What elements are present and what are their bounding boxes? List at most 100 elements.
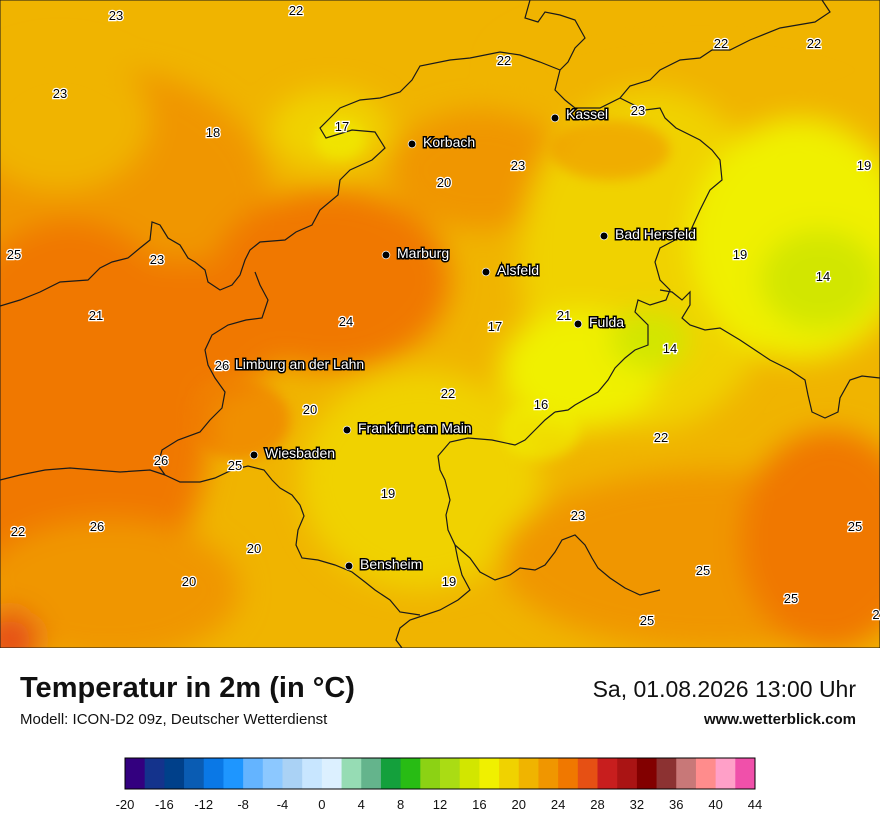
temp-label: 20 [437,175,451,190]
temp-label: 22 [441,386,455,401]
temp-label: 17 [335,119,349,134]
legend-swatch [125,758,146,789]
legend-swatch [695,758,717,789]
city-markers: Kassel Korbach Bad Hersfeld Marburg Alsf… [219,105,697,574]
temp-label: 26 [215,358,229,373]
legend-swatch [144,758,165,789]
legend-tick-label: -12 [194,797,213,812]
temp-label: 25 [784,591,798,606]
temp-label: 22 [497,53,511,68]
legend-swatch [636,758,657,789]
website-link[interactable]: www.wetterblick.com [704,711,856,728]
temp-label: 23 [511,158,525,173]
map-title: Temperatur in 2m (in °C) [20,672,355,704]
city-bad-hersfeld: Bad Hersfeld [599,225,697,244]
temperature-detail [190,120,670,460]
temperature-values: 23 22 23 22 22 22 18 17 23 23 19 20 25 2… [6,2,880,630]
temp-label: 21 [557,308,571,323]
state-borders [0,0,880,648]
city-alsfeld: Alsfeld [481,261,541,280]
temp-label: 23 [150,252,164,267]
legend-swatch [656,758,677,789]
city-label: Alsfeld [497,262,539,278]
legend-frame [124,757,756,790]
city-label: Frankfurt am Main [358,420,472,436]
legend-swatch [499,758,520,789]
temp-label: 22 [289,3,303,18]
legend-swatch [538,758,559,789]
temp-label: 22 [807,36,821,51]
legend-swatch [715,758,736,789]
temp-label: 26 [90,519,104,534]
legend-swatch [577,758,598,789]
temp-label: 23 [631,103,645,118]
legend-tick-label: 0 [318,797,325,812]
temp-label: 2 [872,607,879,622]
city-label: Wiesbaden [265,445,335,461]
temp-label: 20 [247,541,261,556]
legend-tick-label: 24 [551,797,565,812]
legend-swatch [597,758,618,789]
city-label: Kassel [566,106,608,122]
city-frankfurt: Frankfurt am Main [342,419,473,438]
legend-swatch [321,758,342,789]
legend-tick-label: 16 [472,797,486,812]
model-info: Modell: ICON-D2 09z, Deutscher Wetterdie… [20,711,328,728]
temperature-map: Kassel Korbach Bad Hersfeld Marburg Alsf… [0,0,880,648]
temp-label: 16 [534,397,548,412]
city-limburg: Limburg an der Lahn [219,355,366,374]
city-label: Limburg an der Lahn [235,356,364,372]
legend-tick-label: -8 [237,797,249,812]
legend-tick-label: 44 [748,797,762,812]
legend-swatch [282,758,303,789]
temp-label: 25 [228,458,242,473]
temp-label: 14 [816,269,830,284]
temp-label: 26 [154,453,168,468]
city-wiesbaden: Wiesbaden [249,444,337,463]
temp-label: 23 [109,8,123,23]
temp-label: 24 [339,314,353,329]
city-label: Fulda [589,314,624,330]
legend-tick-label: 28 [590,797,604,812]
temp-label: 25 [7,247,21,262]
legend-swatch [420,758,441,789]
temp-label: 20 [182,574,196,589]
city-marburg: Marburg [381,244,451,263]
legend-swatch [479,758,500,789]
legend-tick-label: 4 [358,797,365,812]
city-kassel: Kassel [550,105,610,124]
temp-label: 21 [89,308,103,323]
temp-label: 22 [714,36,728,51]
temp-label: 19 [857,158,871,173]
legend-swatch [676,758,697,789]
legend-tick-label: 20 [512,797,526,812]
legend-swatches [125,758,756,789]
legend-tick-label: 32 [630,797,644,812]
legend-swatch [164,758,185,789]
city-label: Marburg [397,245,449,261]
legend-swatch [302,758,323,789]
forecast-datetime: Sa, 01.08.2026 13:00 Uhr [592,676,856,702]
legend-swatch [735,758,756,789]
temp-label: 25 [640,613,654,628]
temp-label: 17 [488,319,502,334]
legend-swatch [459,758,480,789]
city-label: Korbach [423,134,475,150]
temp-label: 22 [654,430,668,445]
legend-tick-label: 12 [433,797,447,812]
legend-tick-label: -20 [116,797,135,812]
temp-label: 23 [53,86,67,101]
city-korbach: Korbach [407,133,477,152]
temp-label: 14 [663,341,677,356]
legend-tick-label: 8 [397,797,404,812]
legend-ticks: -20 -16 -12 -8 -4 0 4 8 12 16 20 24 28 32 36 40 44 [116,797,763,812]
legend-swatch [617,758,638,789]
legend-swatch [380,758,402,789]
legend-swatch [262,758,283,789]
legend-swatch [400,758,421,789]
temp-label: 25 [696,563,710,578]
legend-tick-label: 36 [669,797,683,812]
legend-swatch [558,758,579,789]
temp-label: 19 [442,574,456,589]
legend-swatch [223,758,244,789]
